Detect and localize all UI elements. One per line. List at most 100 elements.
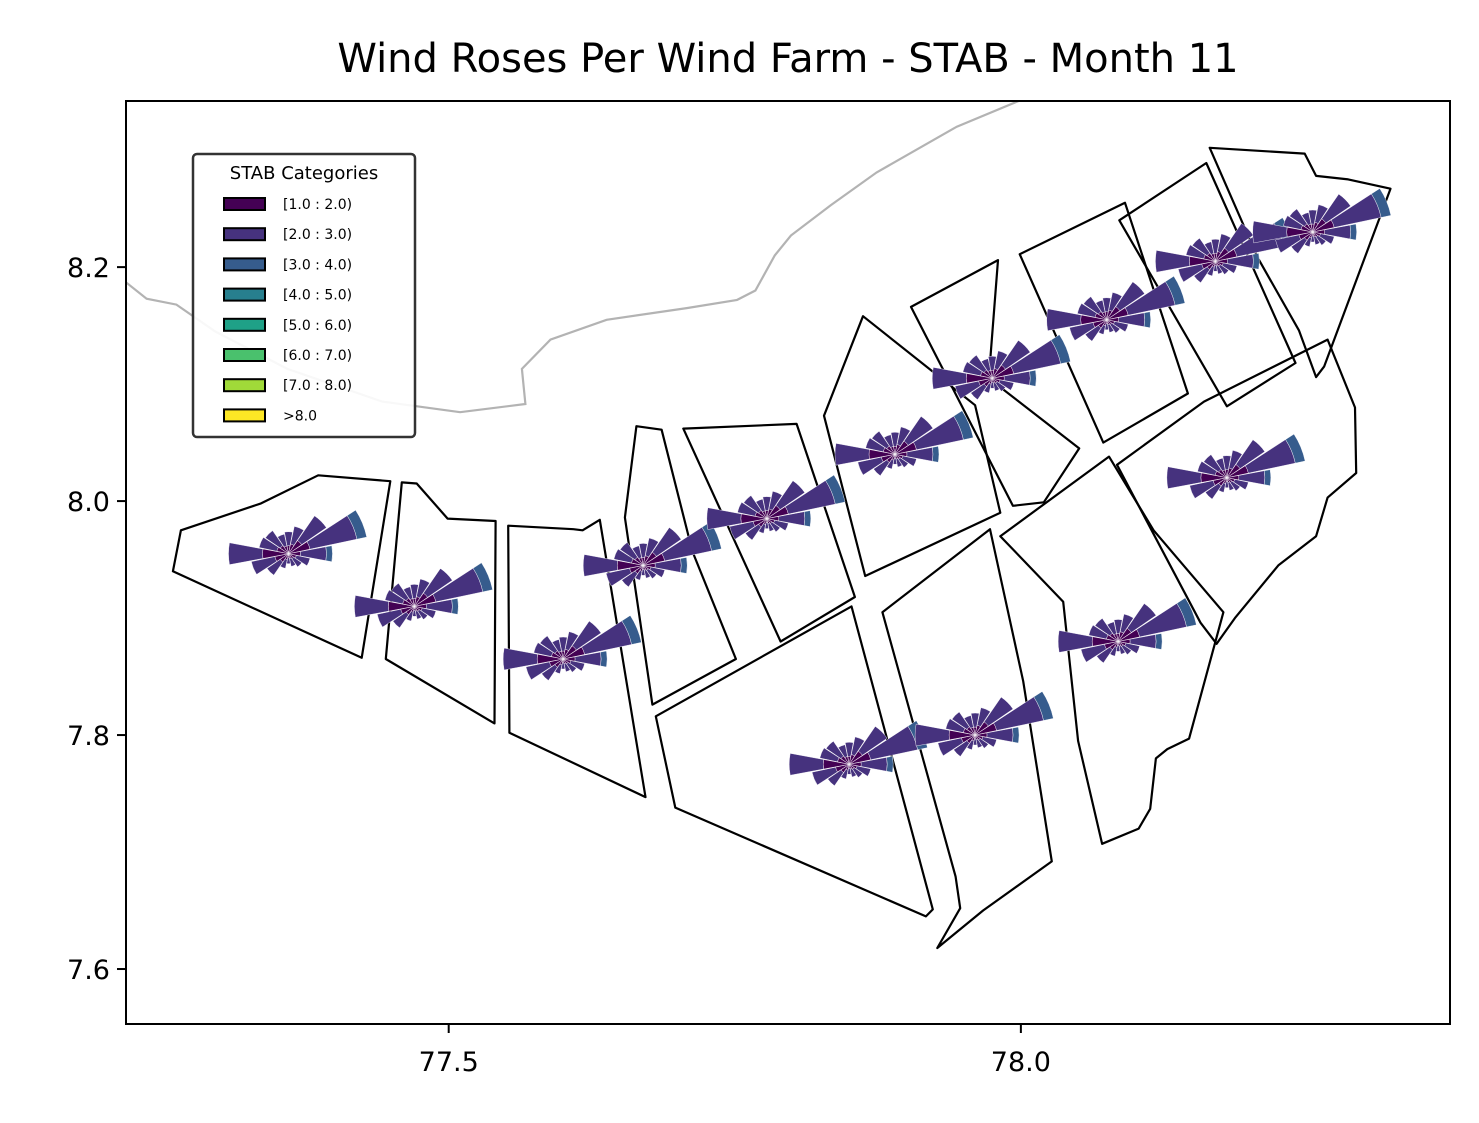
rose-petal-middle (737, 502, 758, 517)
rose-petal-middle (646, 568, 657, 579)
rose-petal-middle (1314, 204, 1329, 224)
legend-swatch-8 (223, 408, 266, 423)
rose-petal-middle (898, 457, 909, 468)
rose-petal-middle (384, 589, 405, 605)
rose-petal-outer (932, 446, 940, 463)
rose-petal-middle (883, 434, 894, 448)
rose-petal-middle (858, 726, 888, 756)
rose-petal-middle (1109, 646, 1118, 657)
rose-petal-middle (1001, 340, 1031, 370)
rose-petal-middle (289, 557, 296, 567)
rose-petal-middle (1205, 483, 1222, 500)
legend-swatch-1 (223, 197, 266, 211)
rose-petal-middle (970, 712, 980, 728)
rose-petal-outer (1012, 726, 1020, 744)
rose-petal-middle (729, 521, 756, 540)
rose-petal-outer (1371, 188, 1392, 218)
legend-label-7: [7.0 : 8.0) (283, 378, 352, 394)
rose-petal-middle (1308, 209, 1317, 225)
y-tick-label-4: 8.2 (67, 253, 110, 284)
rose-petal-outer (886, 756, 894, 773)
rose-petal-middle (850, 768, 857, 778)
rose-petal-middle (258, 537, 279, 552)
rose-petal-middle (1121, 644, 1132, 655)
rose-petal-middle (886, 459, 894, 470)
farm-boundary-12 (1118, 161, 1297, 408)
rose-petal-middle (1113, 321, 1129, 333)
rose-petal-middle (251, 556, 278, 575)
rose-petal-middle (951, 711, 970, 730)
rose-petal-middle (963, 715, 974, 729)
farm-boundary-6 (654, 605, 934, 918)
rose-petal-middle (645, 537, 659, 558)
rose-petal-middle (1233, 479, 1249, 490)
rose-petal-middle (1315, 235, 1327, 246)
legend-label-4: [4.0 : 5.0) (283, 288, 352, 304)
rose-petal-middle (558, 636, 568, 652)
rose-petal-middle (1197, 461, 1218, 476)
wind-rose-8 (914, 691, 1054, 757)
rose-petal-middle (983, 696, 1014, 727)
legend: STAB Categories [1.0 : 2.0) [2.0 : 3.0) [3… (191, 152, 417, 439)
rose-petal-middle (851, 736, 865, 757)
rose-petal-middle (844, 742, 854, 757)
y-tick-label-1: 7.6 (67, 955, 110, 986)
y-tick-label-2: 7.8 (67, 721, 110, 752)
rose-petal-outer (472, 562, 493, 593)
rose-petal-middle (1166, 466, 1202, 489)
rose-petal-middle (265, 530, 284, 549)
rose-petal-middle (895, 458, 903, 468)
legend-swatch-4 (223, 287, 266, 302)
rose-petal-middle (937, 737, 964, 757)
rose-petal-middle (758, 523, 766, 534)
rose-petal-middle (1107, 323, 1115, 333)
rose-petal-middle (1301, 212, 1312, 226)
wind-rose-9 (932, 334, 1071, 400)
rose-petal-middle (840, 769, 849, 780)
farm-boundary-10 (1018, 201, 1190, 444)
farm-boundary-3 (507, 518, 647, 799)
rose-petal-middle (1221, 262, 1238, 274)
rose-petal-middle (857, 456, 884, 476)
rose-petal-middle (1224, 481, 1229, 488)
rose-petal-middle (1217, 233, 1231, 254)
rose-petal-middle (1096, 646, 1113, 664)
rose-petal-middle (228, 542, 264, 565)
rose-petal-middle (988, 356, 997, 371)
rose-petal-middle (286, 557, 291, 564)
rose-petal-middle (416, 578, 430, 599)
wind-rose-12 (1155, 217, 1294, 283)
rose-petal-outer (1050, 334, 1071, 364)
rose-petal-middle (621, 570, 638, 588)
rose-petal-middle (634, 570, 643, 581)
rose-petal-middle (973, 738, 978, 746)
rose-petal-middle (1218, 264, 1229, 275)
rose-petal-middle (743, 495, 762, 514)
rose-petal-outer (1029, 369, 1037, 387)
rose-petal-middle (412, 610, 417, 617)
rose-petal-outer (1176, 597, 1197, 628)
rose-petal-middle (914, 723, 950, 747)
rose-petal-middle (901, 455, 917, 467)
rose-petal-middle (755, 498, 766, 513)
rose-petal-middle (284, 531, 293, 547)
rose-petal-middle (280, 558, 288, 569)
rose-petal-middle (354, 595, 390, 618)
rose-petal-middle (764, 522, 769, 529)
rose-petal-middle (605, 568, 632, 587)
legend-box (191, 152, 417, 439)
legend-label-2: [2.0 : 3.0) (283, 227, 352, 243)
rose-petal-middle (896, 426, 911, 447)
rose-petal-middle (838, 744, 848, 758)
rose-petal-middle (1206, 266, 1215, 277)
rose-petal-middle (1046, 308, 1082, 331)
rose-petal-outer (1033, 691, 1054, 721)
rose-petal-middle (970, 383, 987, 400)
legend-entries: [1.0 : 2.0) [2.0 : 3.0) [3.0 : 4.0) [4.0 : … (223, 197, 352, 424)
rose-petal-middle (1235, 439, 1266, 469)
rose-petal-middle (968, 354, 987, 373)
rose-petal-middle (569, 660, 585, 672)
rose-petal-outer (621, 615, 642, 645)
rose-petal-middle (890, 432, 900, 447)
legend-label-5: [5.0 : 6.0) (283, 318, 352, 334)
